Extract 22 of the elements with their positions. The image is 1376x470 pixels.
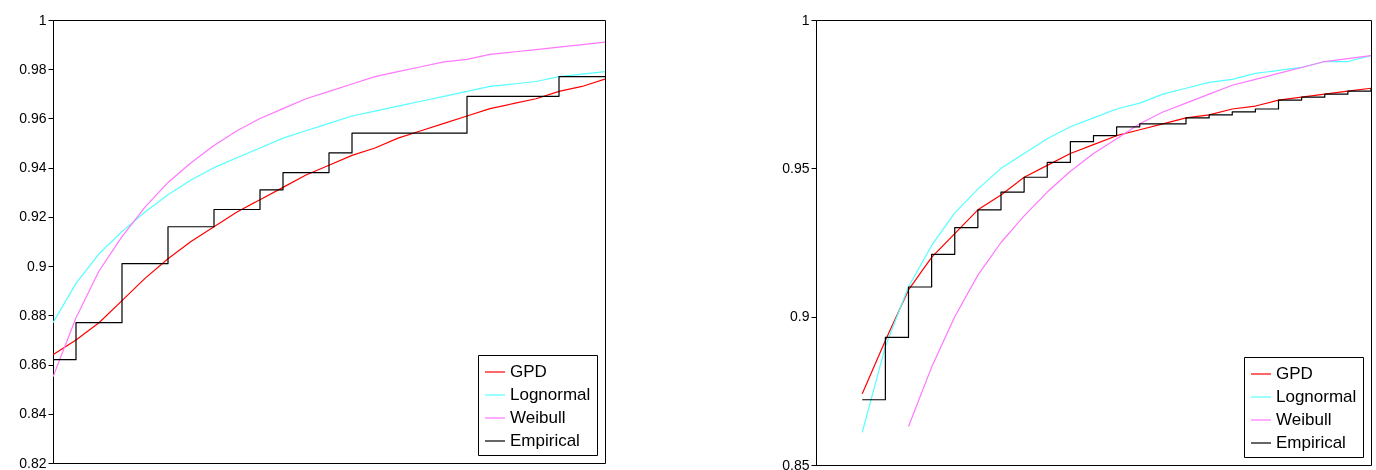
y-tick-label: 1 xyxy=(38,11,47,28)
y-tick-label: 0.85 xyxy=(782,456,810,470)
y-tick-label: 1 xyxy=(801,11,810,28)
y-tick-label: 0.84 xyxy=(19,405,47,422)
y-tick-label: 0.96 xyxy=(19,109,47,126)
y-tick-label: 0.82 xyxy=(19,454,47,470)
legend-label: Empirical xyxy=(510,431,580,450)
legend-label: Lognormal xyxy=(1276,387,1357,406)
legend-label: Weibull xyxy=(1276,410,1332,429)
legend-label: GPD xyxy=(510,362,547,381)
y-tick-label: 0.88 xyxy=(19,306,47,323)
y-tick-label: 0.92 xyxy=(19,208,47,225)
y-tick-label: 0.9 xyxy=(790,308,810,325)
y-tick-label: 0.95 xyxy=(782,159,810,176)
y-tick-label: 0.9 xyxy=(27,257,47,274)
legend-label: Lognormal xyxy=(510,385,591,404)
legend-label: Weibull xyxy=(510,408,566,427)
legend-label: GPD xyxy=(1276,364,1313,383)
y-tick-label: 0.94 xyxy=(19,159,47,176)
y-tick-label: 0.86 xyxy=(19,356,47,373)
y-tick-label: 0.98 xyxy=(19,60,47,77)
legend-label: Empirical xyxy=(1276,433,1346,452)
